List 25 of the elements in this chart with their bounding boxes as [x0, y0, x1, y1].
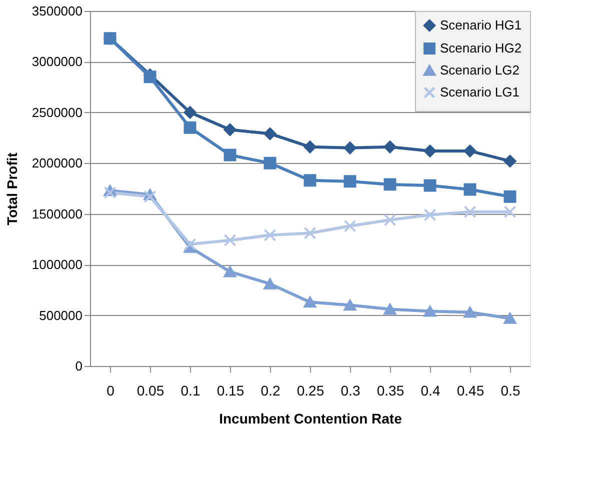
- y-tick-label: 1000000: [32, 257, 82, 272]
- x-tick-label: 0.3: [340, 382, 360, 398]
- y-tick-label: 3000000: [32, 54, 82, 70]
- x-tick-label: 0.2: [260, 382, 280, 398]
- y-tick-label: 2500000: [32, 104, 82, 120]
- y-tick-label: 1500000: [32, 206, 82, 222]
- x-axis-title: Incumbent Contention Rate: [219, 410, 402, 426]
- x-tick-label: 0.05: [136, 382, 164, 398]
- y-tick-label: 2000000: [32, 156, 82, 171]
- x-tick-label: 0.5: [500, 382, 520, 398]
- y-tick-label: 500000: [39, 308, 82, 323]
- x-tick-label: 0.1: [180, 382, 200, 398]
- x-tick-label: 0: [106, 382, 115, 398]
- x-tick-label: 0.15: [216, 382, 244, 398]
- legend-label: Scenario HG2: [440, 40, 522, 56]
- x-tick-label: 0.45: [456, 382, 484, 398]
- x-tick-label: 0.35: [376, 382, 404, 398]
- x-tick-label: 0.4: [420, 382, 440, 398]
- y-axis-title: Total Profit: [4, 152, 20, 226]
- x-tick-label: 0.25: [296, 382, 324, 398]
- legend-label: Scenario HG1: [440, 18, 522, 32]
- legend-label: Scenario LG2: [440, 62, 520, 78]
- y-tick-label: 3500000: [32, 4, 82, 18]
- y-tick-label: 0: [75, 358, 82, 374]
- legend-label: Scenario LG1: [440, 84, 520, 100]
